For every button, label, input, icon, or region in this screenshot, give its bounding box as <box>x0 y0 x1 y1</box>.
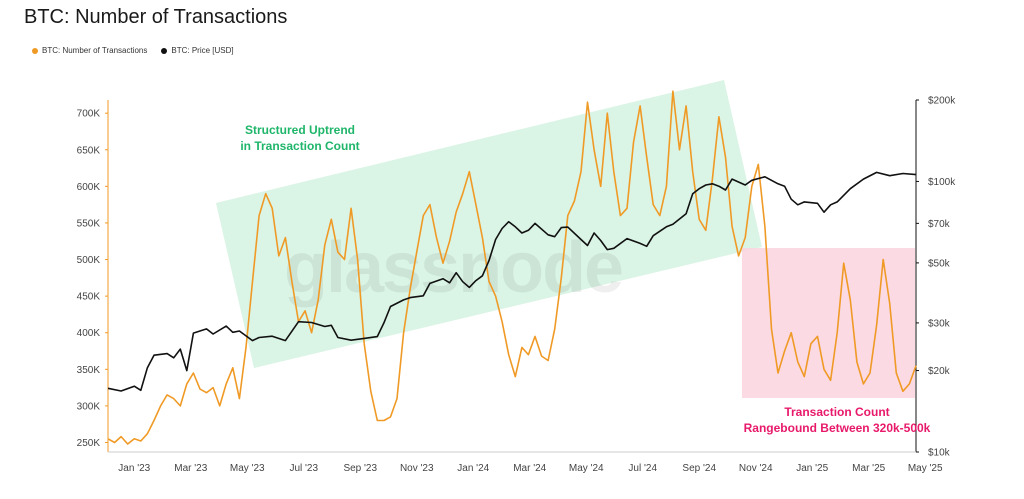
annotation-uptrend-line2: in Transaction Count <box>240 139 359 153</box>
x-tick-label: Mar '23 <box>174 463 207 474</box>
left-tick-label: 550K <box>77 218 101 229</box>
x-tick-label: May '25 <box>908 463 943 474</box>
left-tick-label: 300K <box>77 401 101 412</box>
left-tick-label: 450K <box>77 292 101 303</box>
uptrend-highlight-box <box>216 80 762 368</box>
right-tick-label: $50k <box>928 258 951 269</box>
series-price-line <box>107 171 917 392</box>
annotation-uptrend-line1: Structured Uptrend <box>245 123 355 137</box>
right-axis-ticks: $10k $20k $30k $50k $70k $100k $200k <box>916 96 956 459</box>
left-tick-label: 650K <box>77 145 101 156</box>
x-tick-label: Jan '24 <box>457 463 489 474</box>
right-tick-label: $100k <box>928 177 956 188</box>
legend: BTC: Number of Transactions BTC: Price [… <box>32 46 234 55</box>
x-tick-label: Mar '24 <box>513 463 546 474</box>
left-tick-label: 600K <box>77 182 101 193</box>
series-transactions-line <box>107 90 917 445</box>
right-tick-label: $70k <box>928 219 951 230</box>
x-tick-label: Nov '23 <box>400 463 434 474</box>
legend-transactions[interactable]: BTC: Number of Transactions <box>32 46 147 55</box>
right-tick-label: $20k <box>928 366 951 377</box>
left-tick-label: 250K <box>77 438 101 449</box>
x-tick-label: Jan '25 <box>796 463 828 474</box>
x-tick-label: Nov '24 <box>739 463 773 474</box>
legend-transactions-label: BTC: Number of Transactions <box>42 46 148 55</box>
legend-price[interactable]: BTC: Price [USD] <box>161 46 234 55</box>
left-axis-ticks: 250K 300K 350K 400K 450K 500K 550K 600K 650K 700K <box>77 109 108 449</box>
annotation-range-line1: Transaction Count <box>784 405 889 419</box>
annotation-range-line2: Rangebound Between 320k-500k <box>744 421 931 435</box>
right-tick-label: $30k <box>928 318 951 329</box>
x-tick-label: Mar '25 <box>852 463 885 474</box>
right-tick-label: $10k <box>928 448 951 459</box>
left-tick-label: 500K <box>77 255 101 266</box>
x-axis-ticks: Jan '23 Mar '23 May '23 Jul '23 Sep '23 Nov '… <box>118 463 943 474</box>
x-tick-label: May '24 <box>569 463 604 474</box>
x-tick-label: Sep '23 <box>343 463 377 474</box>
left-tick-label: 350K <box>77 365 101 376</box>
legend-price-label: BTC: Price [USD] <box>171 46 234 55</box>
left-tick-label: 400K <box>77 328 101 339</box>
chart-title: BTC: Number of Transactions <box>24 6 288 28</box>
legend-price-dot <box>161 47 168 54</box>
legend-transactions-dot <box>32 47 38 54</box>
watermark: glassnode <box>284 228 622 308</box>
x-tick-label: Jan '23 <box>118 463 150 474</box>
right-tick-label: $200k <box>928 96 956 107</box>
left-tick-label: 700K <box>77 109 101 120</box>
x-tick-label: Jul '24 <box>628 463 657 474</box>
x-tick-label: May '23 <box>230 463 265 474</box>
x-tick-label: Sep '24 <box>682 463 716 474</box>
x-tick-label: Jul '23 <box>289 463 318 474</box>
